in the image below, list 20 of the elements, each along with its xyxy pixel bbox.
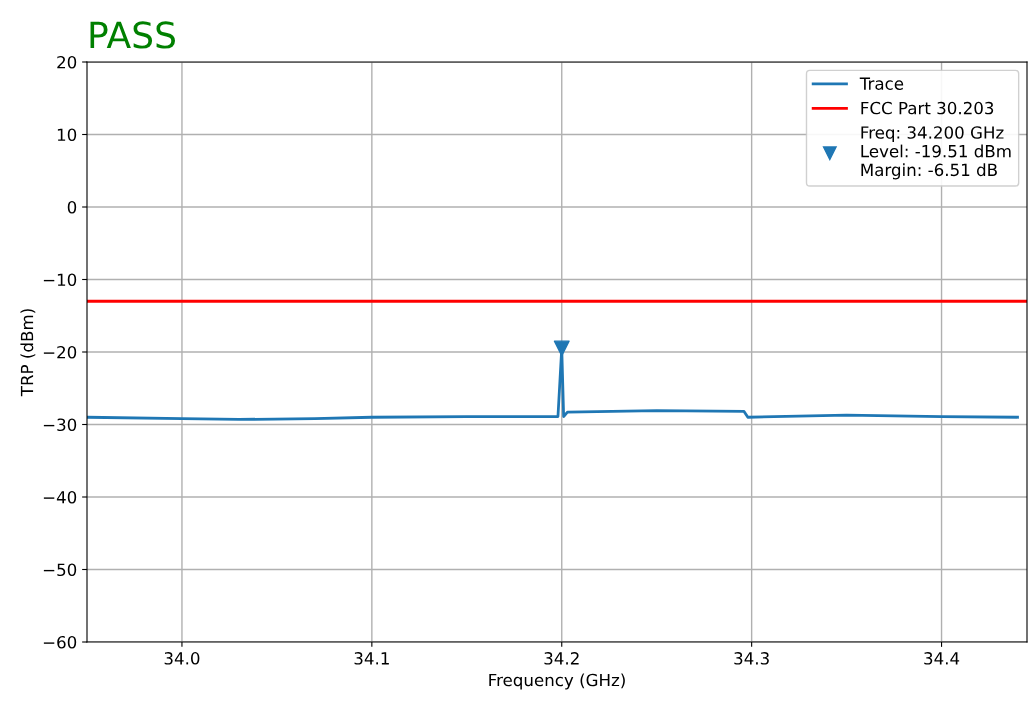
legend-label: Trace bbox=[859, 77, 904, 90]
y-tick-label: 0 bbox=[67, 200, 77, 214]
y-tick-label: 20 bbox=[57, 55, 77, 69]
y-tick-label: −30 bbox=[43, 418, 77, 432]
y-tick-label: −10 bbox=[43, 273, 77, 287]
y-axis-title: TRP (dBm) bbox=[20, 309, 36, 397]
x-tick-label: 34.2 bbox=[544, 652, 579, 665]
legend-label: Freq: 34.200 GHz Level: -19.51 dBm Margin: -6.51 dB bbox=[861, 126, 1011, 180]
x-tick-label: 34.0 bbox=[164, 652, 200, 665]
y-tick-label: 10 bbox=[57, 128, 77, 142]
y-tick-label: −40 bbox=[43, 490, 77, 504]
x-tick-label: 34.3 bbox=[734, 652, 769, 665]
y-tick-label: −60 bbox=[43, 635, 77, 649]
x-tick-label: 34.4 bbox=[924, 652, 960, 665]
x-axis-title: Frequency (GHz) bbox=[489, 673, 625, 690]
legend-label: FCC Part 30.203 bbox=[861, 101, 994, 115]
chart-title: PASS bbox=[90, 21, 176, 49]
y-tick-label: −20 bbox=[43, 345, 77, 359]
x-tick-label: 34.1 bbox=[354, 652, 389, 665]
y-tick-label: −50 bbox=[43, 563, 77, 577]
